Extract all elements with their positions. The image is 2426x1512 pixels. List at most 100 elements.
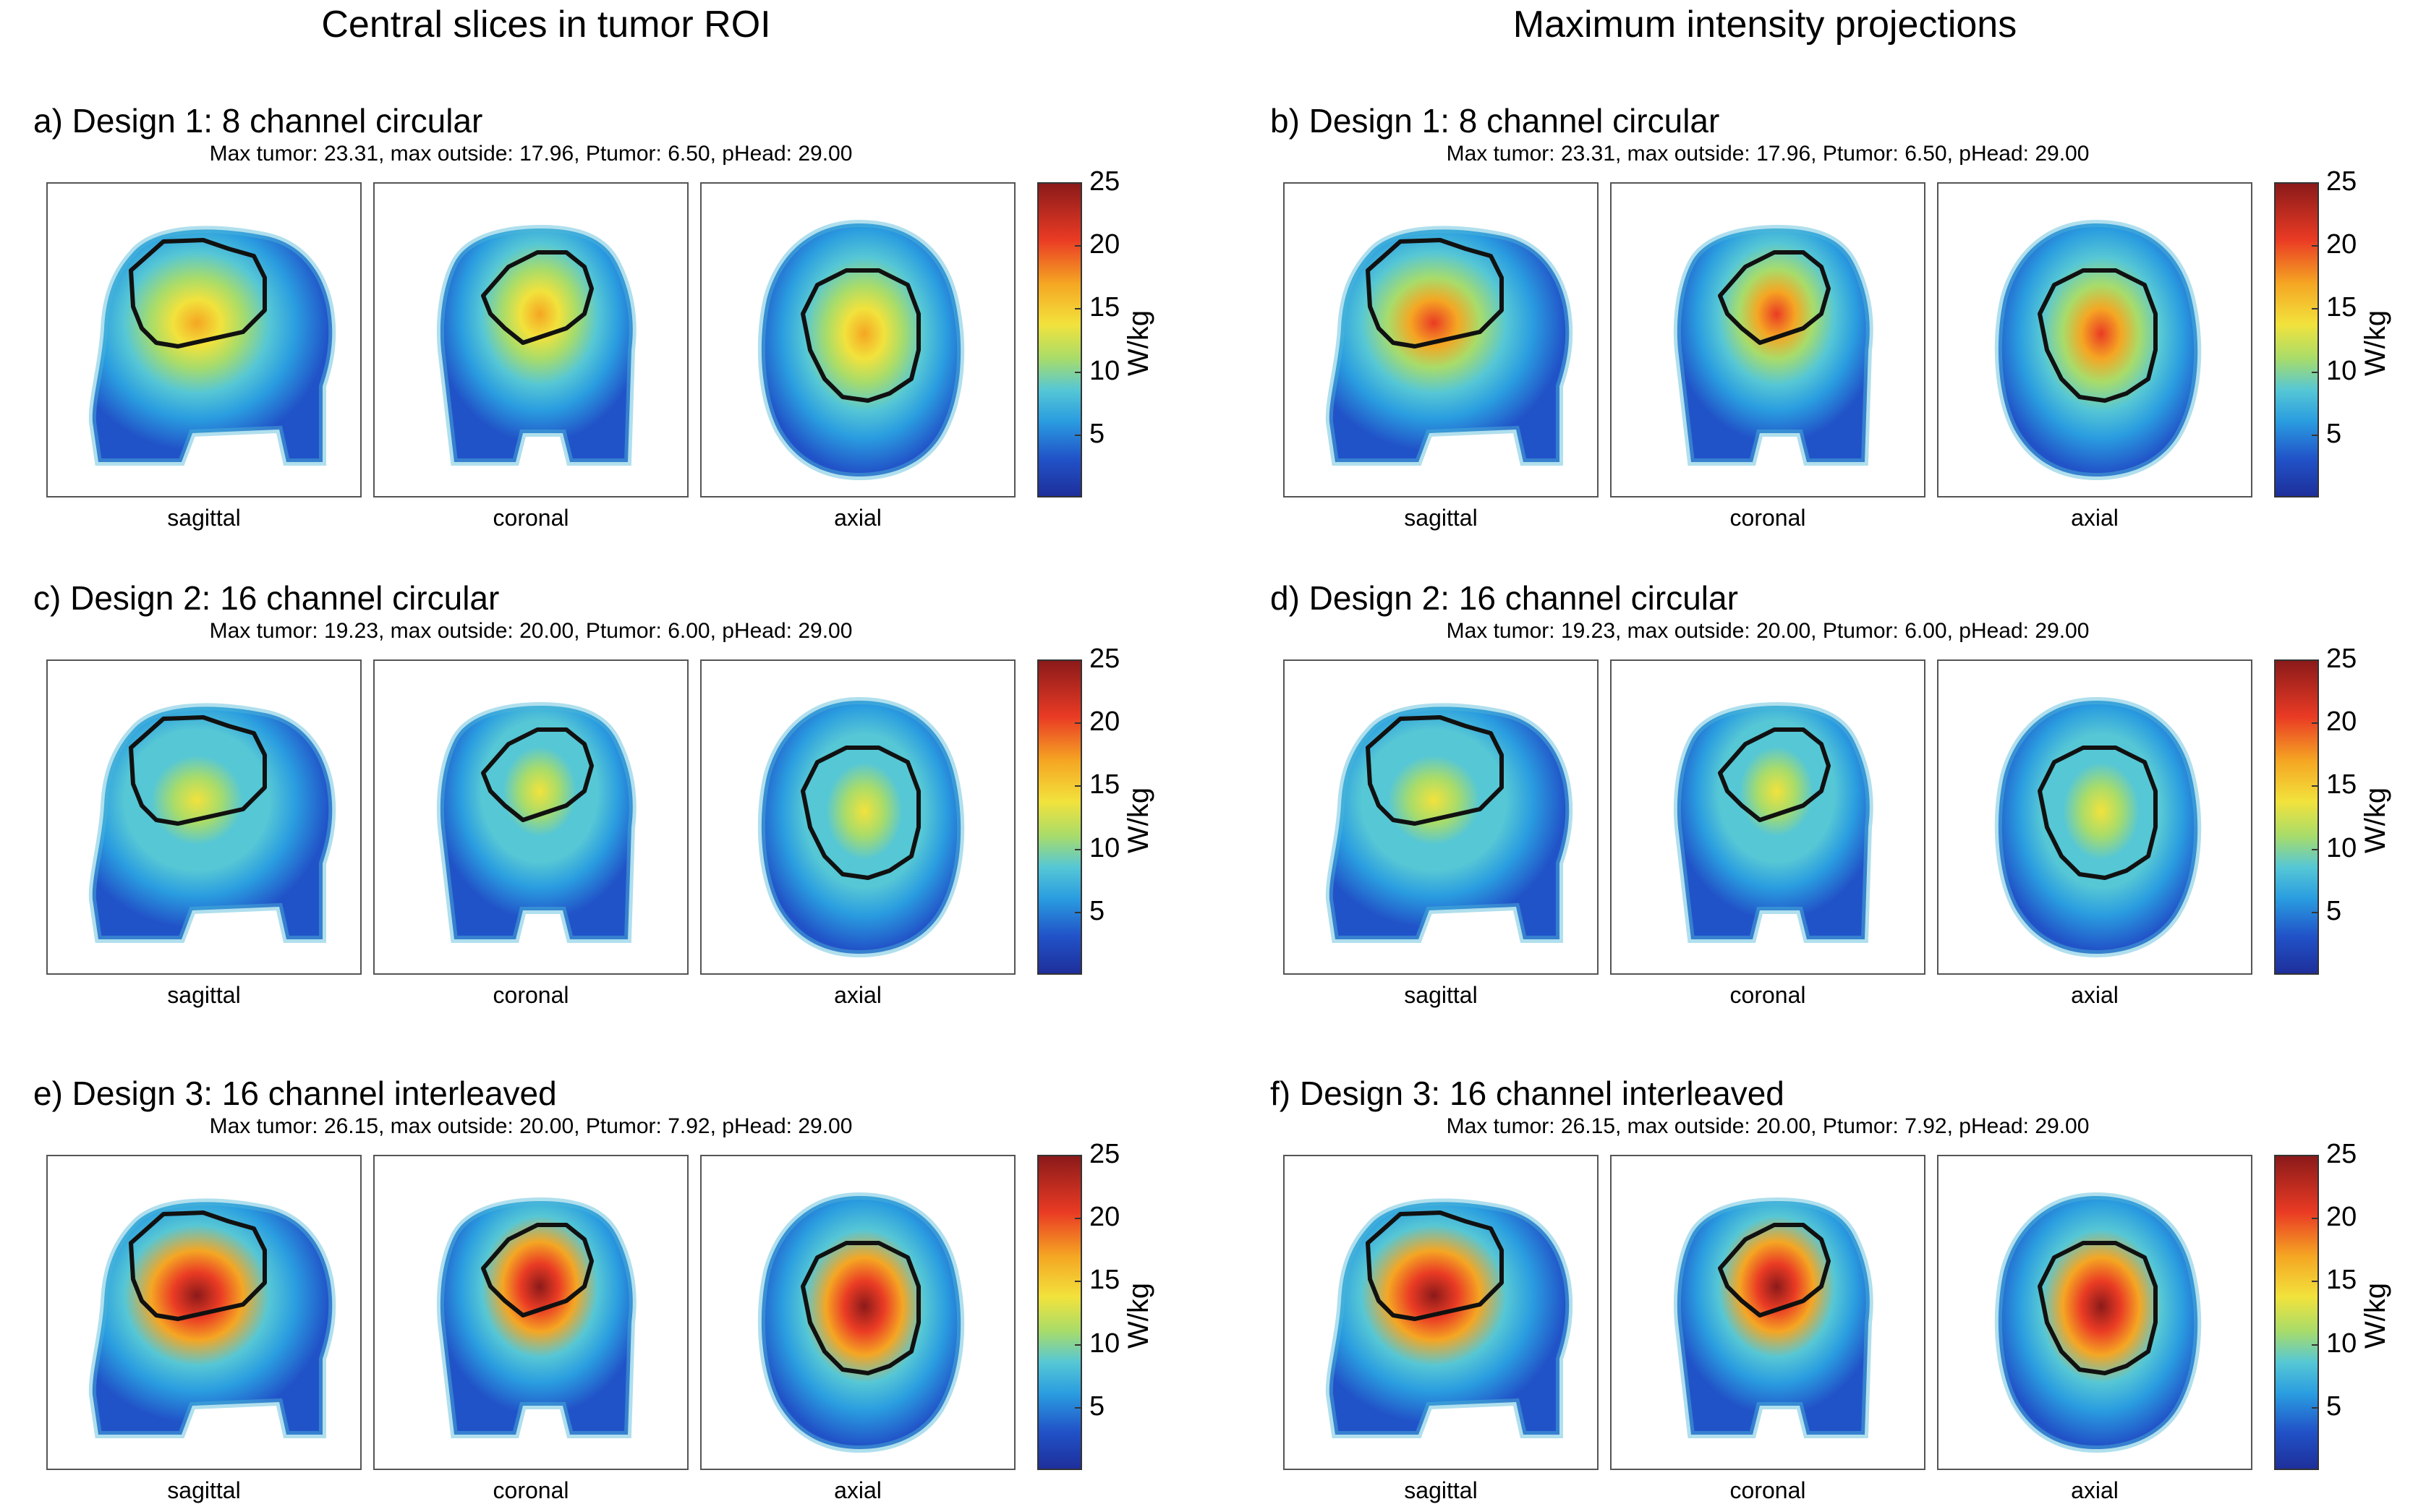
panel-stats: Max tumor: 23.31, max outside: 17.96, Pt… xyxy=(209,142,853,166)
colorbar-tick xyxy=(1075,659,1082,661)
sagittal-sar-map xyxy=(1325,703,1573,943)
head-edge xyxy=(1994,1192,2202,1453)
tumor-roi-contour xyxy=(1366,1210,1504,1321)
head-edge xyxy=(1325,703,1573,943)
colorbar-tick xyxy=(2312,1281,2319,1283)
axial-sar-map xyxy=(757,219,965,481)
colorbar-tick-label: 5 xyxy=(2326,895,2342,926)
tumor-roi-contour xyxy=(129,238,267,349)
panel-stats: Max tumor: 19.23, max outside: 20.00, Pt… xyxy=(209,619,853,643)
colorbar-unit: W/kg xyxy=(1123,1282,1154,1349)
colorbar-tick xyxy=(2312,1406,2319,1409)
tumor-roi-contour xyxy=(481,250,594,345)
colorbar-tick xyxy=(2312,1344,2319,1346)
head-sar-region xyxy=(1329,706,1570,939)
sagittal-map-panel xyxy=(46,659,362,975)
head-edge xyxy=(88,703,336,943)
colorbar-tick xyxy=(2312,245,2319,247)
axial-label: axial xyxy=(834,1477,882,1503)
head-sar-region xyxy=(92,706,333,939)
colorbar-tick xyxy=(1075,1281,1082,1283)
head-sar-region xyxy=(1998,1196,2198,1449)
tumor-roi-contour xyxy=(1366,715,1504,826)
sagittal-label: sagittal xyxy=(1404,505,1478,531)
head-sar-region xyxy=(440,706,633,939)
colorbar-tick-label: 15 xyxy=(1089,1265,1120,1296)
colorbar-tick xyxy=(2312,848,2319,850)
coronal-label: coronal xyxy=(1729,505,1806,531)
colorbar-tick xyxy=(2312,308,2319,310)
axial-sar-map xyxy=(1994,1192,2202,1453)
colorbar-tick-label: 20 xyxy=(2326,1202,2357,1233)
coronal-sar-map xyxy=(436,701,637,943)
coronal-map-panel xyxy=(1610,1155,1925,1470)
panel-stats: Max tumor: 26.15, max outside: 20.00, Pt… xyxy=(1446,1114,2090,1138)
sagittal-map-panel xyxy=(46,1155,362,1470)
head-edge xyxy=(436,1197,637,1438)
colorbar-tick xyxy=(1075,785,1082,787)
colorbar-tick-label: 5 xyxy=(2326,418,2342,449)
sagittal-label: sagittal xyxy=(1404,982,1478,1008)
coronal-label: coronal xyxy=(1729,982,1806,1008)
colorbar-tick xyxy=(1075,1218,1082,1220)
colorbar xyxy=(2274,1155,2319,1470)
sagittal-map-panel xyxy=(1283,182,1599,497)
coronal-map-panel xyxy=(1610,659,1925,975)
head-edge xyxy=(436,701,637,943)
panel-stats: Max tumor: 26.15, max outside: 20.00, Pt… xyxy=(209,1114,853,1138)
axial-sar-map xyxy=(1994,696,2202,958)
axial-sar-map xyxy=(757,1192,965,1453)
colorbar-tick xyxy=(1075,371,1082,373)
head-sar-region xyxy=(440,228,633,462)
coronal-label: coronal xyxy=(1729,1477,1806,1503)
axial-label: axial xyxy=(834,505,882,531)
coronal-map-panel xyxy=(373,182,689,497)
axial-map-panel xyxy=(1937,659,2252,975)
panel-title: b) Design 1: 8 channel circular xyxy=(1270,102,1720,140)
tumor-roi-contour xyxy=(481,1223,594,1317)
coronal-sar-map xyxy=(436,1197,637,1438)
head-sar-region xyxy=(92,229,333,462)
colorbar-tick-label: 25 xyxy=(1089,166,1120,197)
axial-map-panel xyxy=(700,1155,1016,1470)
colorbar-tick-label: 10 xyxy=(1089,1328,1120,1359)
head-edge xyxy=(88,226,336,466)
head-edge xyxy=(757,696,965,958)
colorbar-unit: W/kg xyxy=(2359,787,2391,853)
tumor-roi-contour xyxy=(1718,250,1831,345)
sagittal-map-panel xyxy=(1283,1155,1599,1470)
panel-title: e) Design 3: 16 channel interleaved xyxy=(33,1075,557,1112)
coronal-label: coronal xyxy=(493,1477,569,1503)
sagittal-map-panel xyxy=(46,182,362,497)
colorbar xyxy=(2274,659,2319,975)
head-sar-region xyxy=(1998,701,2198,954)
tumor-roi-contour xyxy=(129,1210,267,1321)
colorbar-tick-label: 15 xyxy=(1089,769,1120,800)
head-edge xyxy=(757,1192,965,1453)
colorbar-tick xyxy=(1075,1344,1082,1346)
sagittal-label: sagittal xyxy=(167,982,241,1008)
head-sar-region xyxy=(92,1202,333,1435)
colorbar-tick-label: 10 xyxy=(2326,355,2357,386)
sagittal-label: sagittal xyxy=(167,505,241,531)
tumor-roi-contour xyxy=(1718,727,1831,822)
coronal-label: coronal xyxy=(493,982,569,1008)
tumor-roi-contour xyxy=(801,746,921,880)
tumor-roi-contour xyxy=(2038,1241,2158,1375)
colorbar-tick xyxy=(2312,659,2319,661)
coronal-map-panel xyxy=(1610,182,1925,497)
panel-title: f) Design 3: 16 channel interleaved xyxy=(1270,1075,1784,1112)
head-sar-region xyxy=(1329,1202,1570,1435)
coronal-map-panel xyxy=(373,659,689,975)
colorbar-tick-label: 20 xyxy=(2326,229,2357,260)
colorbar-tick-label: 5 xyxy=(1089,418,1105,449)
tumor-roi-contour xyxy=(2038,268,2158,403)
colorbar-tick-label: 15 xyxy=(1089,292,1120,323)
sagittal-sar-map xyxy=(88,1198,336,1438)
head-sar-region xyxy=(1998,223,2198,477)
colorbar-tick-label: 15 xyxy=(2326,292,2357,323)
colorbar-unit: W/kg xyxy=(2359,1282,2391,1349)
head-edge xyxy=(1673,701,1873,943)
colorbar xyxy=(1037,182,1082,497)
